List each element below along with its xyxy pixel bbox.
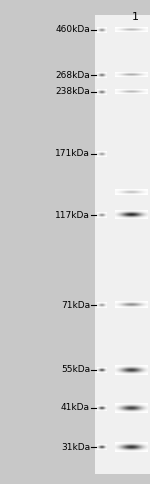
Text: 268kDa: 268kDa	[55, 71, 90, 79]
Text: 41kDa: 41kDa	[61, 404, 90, 412]
Text: 1: 1	[132, 12, 138, 22]
Text: 55kDa: 55kDa	[61, 365, 90, 375]
Text: 171kDa: 171kDa	[55, 150, 90, 158]
Text: 238kDa: 238kDa	[55, 88, 90, 96]
Text: 31kDa: 31kDa	[61, 442, 90, 452]
Text: 460kDa: 460kDa	[55, 26, 90, 34]
Bar	[95, 15, 150, 474]
Text: 71kDa: 71kDa	[61, 301, 90, 309]
Text: 117kDa: 117kDa	[55, 211, 90, 220]
